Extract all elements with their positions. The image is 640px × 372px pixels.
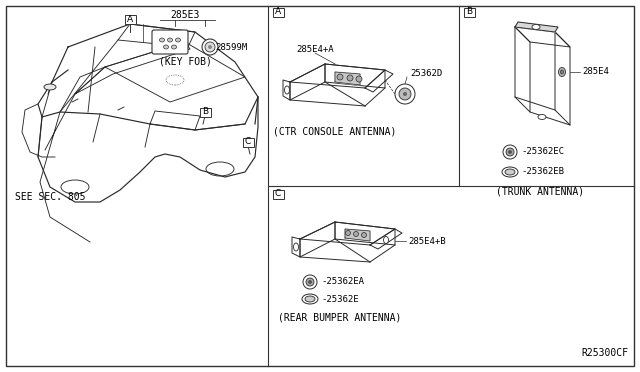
Polygon shape: [555, 32, 570, 125]
Ellipse shape: [294, 243, 298, 251]
Text: B: B: [466, 7, 472, 16]
Polygon shape: [370, 229, 402, 249]
Circle shape: [346, 231, 351, 235]
Circle shape: [306, 278, 314, 286]
Polygon shape: [300, 222, 335, 257]
Text: R25300CF: R25300CF: [581, 348, 628, 358]
Ellipse shape: [159, 38, 164, 42]
Ellipse shape: [505, 169, 515, 175]
Circle shape: [208, 45, 212, 49]
Circle shape: [508, 150, 512, 154]
Circle shape: [205, 42, 215, 52]
Ellipse shape: [200, 158, 240, 180]
Circle shape: [399, 88, 411, 100]
Text: -25362EB: -25362EB: [521, 167, 564, 176]
Ellipse shape: [175, 38, 180, 42]
Polygon shape: [290, 64, 325, 100]
Text: (KEY FOB): (KEY FOB): [159, 57, 211, 67]
Text: -25362EC: -25362EC: [521, 148, 564, 157]
Text: (REAR BUMPER ANTENNA): (REAR BUMPER ANTENNA): [278, 312, 402, 322]
Circle shape: [347, 75, 353, 81]
Circle shape: [356, 76, 362, 82]
Text: 285E4+A: 285E4+A: [296, 45, 334, 55]
Text: A: A: [127, 15, 133, 23]
Ellipse shape: [561, 70, 563, 74]
Text: -25362E: -25362E: [321, 295, 358, 304]
Circle shape: [503, 145, 517, 159]
Ellipse shape: [559, 67, 566, 77]
Bar: [243, 138, 253, 147]
Circle shape: [337, 74, 343, 80]
Text: 285E4+B: 285E4+B: [408, 237, 445, 246]
Polygon shape: [300, 222, 395, 245]
Ellipse shape: [383, 237, 388, 244]
Text: 285E3: 285E3: [170, 10, 200, 20]
Circle shape: [362, 232, 367, 237]
Ellipse shape: [302, 294, 318, 304]
Ellipse shape: [56, 176, 94, 198]
Polygon shape: [290, 64, 385, 88]
Bar: [463, 7, 474, 16]
Text: SEE SEC. 805: SEE SEC. 805: [15, 192, 86, 202]
Circle shape: [303, 275, 317, 289]
Polygon shape: [515, 27, 530, 112]
Polygon shape: [335, 222, 395, 245]
Circle shape: [403, 92, 407, 96]
Text: 25362D: 25362D: [410, 70, 442, 78]
Ellipse shape: [163, 45, 168, 49]
Polygon shape: [515, 27, 570, 47]
Polygon shape: [283, 80, 290, 100]
Polygon shape: [515, 22, 558, 32]
Text: 28599M: 28599M: [215, 42, 247, 51]
Text: C: C: [275, 189, 281, 199]
Ellipse shape: [538, 115, 546, 119]
Text: B: B: [202, 108, 208, 116]
Bar: [273, 189, 284, 199]
Text: C: C: [245, 138, 251, 147]
Circle shape: [308, 280, 312, 284]
Circle shape: [506, 148, 514, 156]
Ellipse shape: [44, 84, 56, 90]
Ellipse shape: [305, 296, 315, 302]
Text: (CTR CONSOLE ANTENNA): (CTR CONSOLE ANTENNA): [273, 127, 397, 137]
Circle shape: [353, 231, 358, 237]
Polygon shape: [365, 70, 393, 92]
Ellipse shape: [285, 86, 289, 94]
Polygon shape: [335, 72, 360, 85]
Text: (TRUNK ANTENNA): (TRUNK ANTENNA): [496, 187, 584, 197]
Text: -25362EA: -25362EA: [321, 278, 364, 286]
Bar: [125, 15, 136, 23]
Polygon shape: [325, 64, 385, 88]
Ellipse shape: [172, 45, 177, 49]
Bar: [200, 108, 211, 116]
Text: 285E4: 285E4: [582, 67, 609, 77]
Ellipse shape: [502, 167, 518, 177]
Ellipse shape: [168, 38, 173, 42]
Polygon shape: [292, 237, 300, 257]
Circle shape: [395, 84, 415, 104]
Polygon shape: [345, 229, 370, 241]
Bar: [273, 7, 284, 16]
Ellipse shape: [532, 25, 540, 29]
Text: A: A: [275, 7, 281, 16]
Circle shape: [202, 39, 218, 55]
FancyBboxPatch shape: [152, 30, 188, 54]
